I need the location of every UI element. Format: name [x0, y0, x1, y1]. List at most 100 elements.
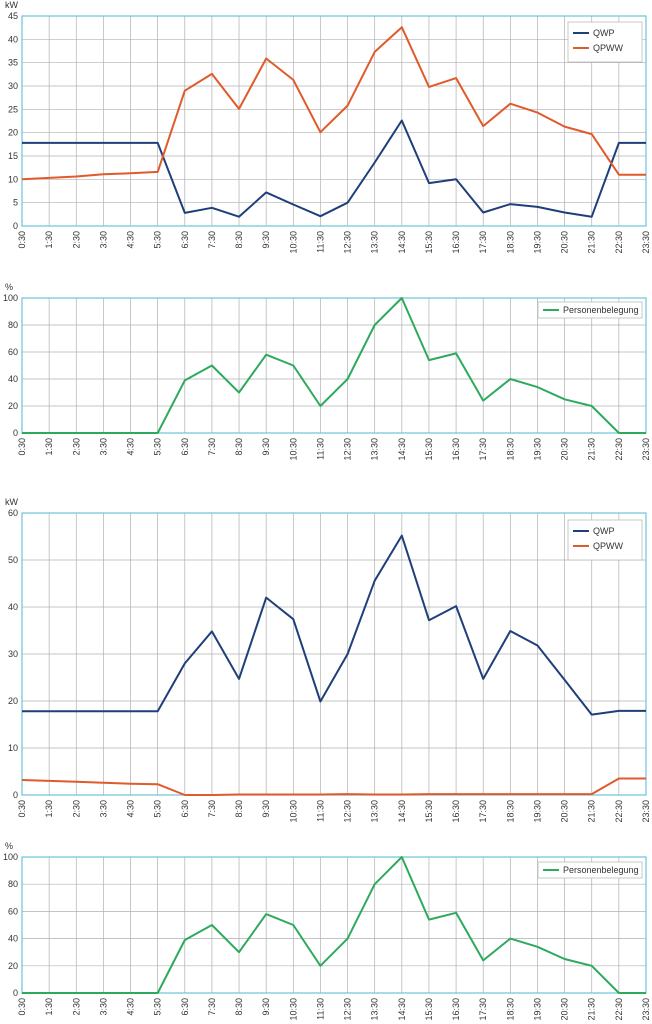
series-line-qwp	[22, 119, 646, 218]
x-tick-label: 9:30	[261, 998, 271, 1016]
x-tick-label: 10:30	[288, 231, 298, 254]
y-tick-label: 5	[13, 198, 18, 208]
y-tick-label: 15	[8, 151, 18, 161]
series-line-personenbelegung	[22, 297, 646, 434]
x-tick-label: 22:30	[614, 438, 624, 461]
y-axis-label: kW	[5, 497, 19, 507]
x-tick-label: 19:30	[532, 800, 542, 823]
legend-label: QWP	[593, 526, 615, 536]
x-tick-label: 18:30	[505, 438, 515, 461]
x-tick-label: 14:30	[397, 231, 407, 254]
y-tick-label: 30	[8, 649, 18, 659]
x-tick-label: 11:30	[315, 998, 325, 1020]
x-tick-label: 1:30	[44, 800, 54, 818]
x-tick-label: 12:30	[343, 800, 353, 823]
series-line-qwp	[22, 534, 646, 716]
x-tick-label: 1:30	[44, 438, 54, 456]
y-tick-label: 80	[8, 320, 18, 330]
x-tick-label: 8:30	[234, 438, 244, 456]
x-tick-label: 8:30	[234, 998, 244, 1016]
series-line-qpww	[21, 26, 646, 181]
x-tick-label: 13:30	[370, 998, 380, 1021]
x-tick-label: 5:30	[153, 231, 163, 249]
x-tick-label: 14:30	[397, 998, 407, 1021]
x-tick-label: 15:30	[424, 998, 434, 1021]
x-tick-label: 11:30	[315, 438, 325, 460]
y-tick-label: 100	[3, 852, 18, 862]
x-tick-label: 11:30	[315, 800, 325, 822]
x-tick-label: 21:30	[587, 438, 597, 461]
x-tick-label: 12:30	[343, 438, 353, 461]
x-tick-label: 21:30	[587, 231, 597, 254]
y-tick-label: 0	[13, 221, 18, 231]
x-tick-label: 16:30	[451, 438, 461, 461]
x-tick-label: 22:30	[614, 998, 624, 1021]
y-tick-label: 100	[3, 293, 18, 303]
x-tick-label: 10:30	[288, 998, 298, 1021]
x-tick-label: 10:30	[288, 438, 298, 461]
y-tick-label: 30	[8, 81, 18, 91]
x-tick-label: 17:30	[478, 231, 488, 254]
x-tick-label: 18:30	[505, 998, 515, 1021]
plot-frame	[21, 297, 647, 434]
x-tick-label: 15:30	[424, 231, 434, 254]
x-tick-label: 4:30	[126, 231, 136, 249]
x-tick-label: 23:30	[641, 438, 651, 461]
x-tick-label: 5:30	[153, 438, 163, 456]
x-tick-label: 11:30	[315, 231, 325, 253]
x-tick-label: 19:30	[532, 231, 542, 254]
legend-label: Personenbelegung	[563, 305, 639, 315]
y-tick-label: 10	[8, 743, 18, 753]
legend-box	[537, 861, 643, 879]
x-tick-label: 13:30	[370, 800, 380, 823]
x-tick-label: 9:30	[261, 438, 271, 456]
x-tick-label: 18:30	[505, 800, 515, 823]
legend-box	[537, 301, 643, 319]
y-tick-label: 35	[8, 58, 18, 68]
y-tick-label: 40	[8, 934, 18, 944]
x-tick-label: 17:30	[478, 800, 488, 823]
x-tick-label: 17:30	[478, 998, 488, 1021]
x-tick-label: 7:30	[207, 438, 217, 456]
x-tick-label: 3:30	[98, 800, 108, 818]
x-tick-label: 5:30	[153, 998, 163, 1016]
legend-label: QPWW	[593, 43, 623, 53]
x-tick-label: 16:30	[451, 998, 461, 1021]
x-tick-label: 8:30	[234, 231, 244, 249]
x-tick-label: 2:30	[71, 998, 81, 1016]
y-tick-label: 20	[8, 128, 18, 138]
legend-label: Personenbelegung	[563, 865, 639, 875]
x-tick-label: 7:30	[207, 800, 217, 818]
x-tick-label: 6:30	[180, 231, 190, 249]
x-tick-label: 17:30	[478, 438, 488, 461]
x-tick-label: 22:30	[614, 800, 624, 823]
x-tick-label: 15:30	[424, 800, 434, 823]
x-tick-label: 20:30	[560, 800, 570, 823]
y-tick-label: 50	[8, 555, 18, 565]
x-tick-label: 0:30	[17, 998, 27, 1016]
y-axis-label: %	[5, 282, 13, 292]
x-tick-label: 3:30	[98, 438, 108, 456]
y-tick-label: 20	[8, 961, 18, 971]
x-tick-label: 21:30	[587, 998, 597, 1021]
x-tick-label: 4:30	[126, 438, 136, 456]
y-tick-label: 60	[8, 347, 18, 357]
x-tick-label: 16:30	[451, 800, 461, 823]
x-tick-label: 6:30	[180, 800, 190, 818]
x-tick-label: 10:30	[288, 800, 298, 823]
x-tick-label: 15:30	[424, 438, 434, 461]
y-tick-label: 40	[8, 34, 18, 44]
x-tick-label: 14:30	[397, 438, 407, 461]
x-tick-label: 23:30	[641, 800, 651, 823]
x-tick-label: 9:30	[261, 800, 271, 818]
x-tick-label: 5:30	[153, 800, 163, 818]
x-tick-label: 0:30	[17, 800, 27, 818]
y-tick-label: 40	[8, 602, 18, 612]
x-tick-label: 22:30	[614, 231, 624, 254]
x-tick-label: 3:30	[98, 231, 108, 249]
y-tick-label: 60	[8, 906, 18, 916]
x-tick-label: 13:30	[370, 438, 380, 461]
x-tick-label: 4:30	[126, 800, 136, 818]
legend-label: QPWW	[593, 541, 623, 551]
